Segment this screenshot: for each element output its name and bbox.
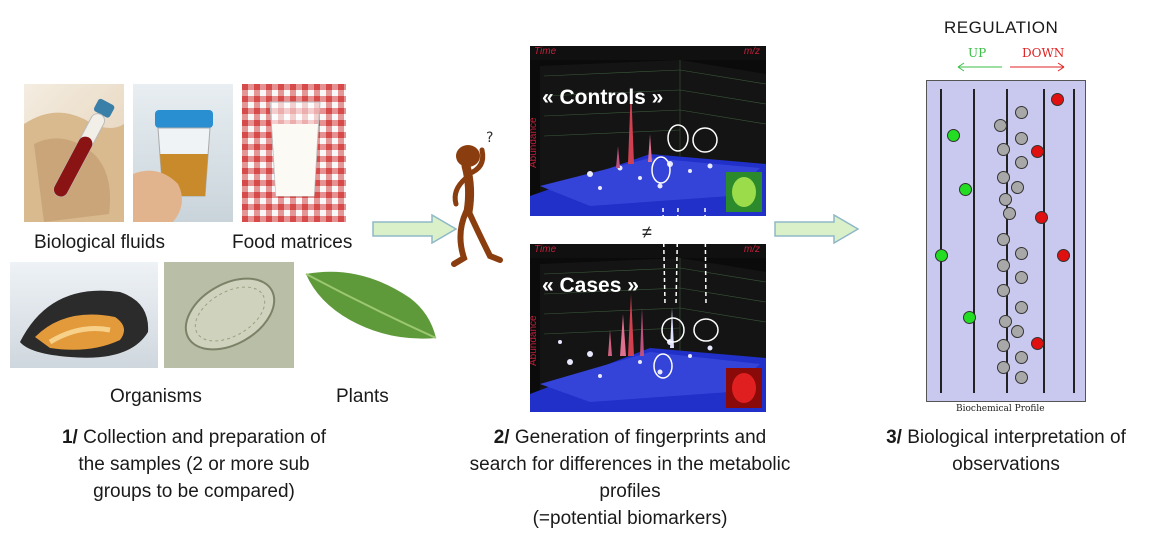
not-equal-sign: ≠ bbox=[642, 222, 652, 242]
step1-description: 1/ Collection and preparation of the sam… bbox=[24, 424, 364, 505]
biological-fluids-label: Biological fluids bbox=[34, 232, 165, 253]
up-arrow-icon bbox=[957, 62, 1002, 72]
step2-number: 2/ bbox=[493, 427, 510, 448]
neutral-metabolite-dot bbox=[1015, 301, 1028, 314]
step2-line3: profiles bbox=[599, 481, 661, 502]
step3-description: 3/ Biological interpretation of observat… bbox=[860, 424, 1152, 478]
arrow-right-icon bbox=[774, 214, 860, 244]
step2-line4: (=potential biomarkers) bbox=[532, 508, 728, 529]
mussel-photo bbox=[10, 262, 158, 368]
step1-line1: Collection and preparation of bbox=[77, 427, 327, 448]
neutral-metabolite-dot bbox=[997, 339, 1010, 352]
neutral-metabolite-dot bbox=[1015, 247, 1028, 260]
neutral-metabolite-dot bbox=[997, 233, 1010, 246]
neutral-metabolite-dot bbox=[999, 193, 1012, 206]
up-regulated-dot bbox=[963, 311, 976, 324]
neutral-metabolite-dot bbox=[997, 361, 1010, 374]
time-axis-label: Time bbox=[534, 46, 557, 57]
mz-axis-label: m/z bbox=[743, 244, 760, 255]
neutral-metabolite-dot bbox=[1015, 271, 1028, 284]
step2-line2: search for differences in the metabolic bbox=[469, 454, 791, 475]
leaf-photo bbox=[300, 268, 440, 348]
up-label: UP bbox=[968, 46, 987, 60]
step2-line1: Generation of fingerprints and bbox=[509, 427, 767, 448]
neutral-metabolite-dot bbox=[994, 119, 1007, 132]
profile-line bbox=[1043, 89, 1045, 393]
step1-line2: the samples (2 or more sub bbox=[78, 454, 310, 475]
microorganism-photo bbox=[164, 262, 294, 368]
step3-line2: observations bbox=[952, 454, 1060, 475]
controls-title: « Controls » bbox=[542, 86, 664, 109]
up-regulated-dot bbox=[959, 183, 972, 196]
neutral-metabolite-dot bbox=[1011, 325, 1024, 338]
dashed-connector-lines bbox=[662, 207, 707, 305]
biochemical-profile-panel bbox=[926, 80, 1086, 402]
profile-line bbox=[940, 89, 942, 393]
neutral-metabolite-dot bbox=[997, 143, 1010, 156]
abundance-axis-label: Abundance bbox=[530, 315, 539, 366]
biochemical-profile-label: Biochemical Profile bbox=[956, 404, 1045, 414]
regulation-title: REGULATION bbox=[944, 18, 1059, 37]
down-regulated-dot bbox=[1051, 93, 1064, 106]
step1-line3: groups to be compared) bbox=[93, 481, 295, 502]
down-regulated-dot bbox=[1057, 249, 1070, 262]
neutral-metabolite-dot bbox=[1015, 351, 1028, 364]
neutral-metabolite-dot bbox=[1015, 132, 1028, 145]
down-label: DOWN bbox=[1022, 46, 1065, 60]
urine-sample-photo bbox=[133, 84, 233, 222]
food-matrices-label: Food matrices bbox=[232, 232, 353, 253]
step3-line1: Biological interpretation of bbox=[901, 427, 1126, 448]
cases-title: « Cases » bbox=[542, 274, 639, 297]
milk-glass-photo bbox=[242, 84, 346, 222]
blood-tube-photo bbox=[24, 84, 124, 222]
svg-text:?: ? bbox=[486, 130, 493, 146]
step1-number: 1/ bbox=[61, 427, 78, 448]
neutral-metabolite-dot bbox=[997, 171, 1010, 184]
neutral-metabolite-dot bbox=[1015, 371, 1028, 384]
time-axis-label: Time bbox=[534, 244, 557, 255]
neutral-metabolite-dot bbox=[997, 284, 1010, 297]
thinking-figure-icon: ? bbox=[451, 130, 503, 267]
neutral-metabolite-dot bbox=[999, 315, 1012, 328]
up-regulated-dot bbox=[947, 129, 960, 142]
neutral-metabolite-dot bbox=[1011, 181, 1024, 194]
down-regulated-dot bbox=[1035, 211, 1048, 224]
neutral-metabolite-dot bbox=[1015, 106, 1028, 119]
plants-label: Plants bbox=[336, 386, 389, 407]
neutral-metabolite-dot bbox=[1003, 207, 1016, 220]
abundance-axis-label: Abundance bbox=[530, 117, 539, 168]
down-regulated-dot bbox=[1031, 145, 1044, 158]
neutral-metabolite-dot bbox=[1015, 156, 1028, 169]
controls-fingerprint-plot: Time m/z « Controls » Abundance bbox=[530, 46, 766, 216]
organisms-label: Organisms bbox=[110, 386, 202, 407]
mz-axis-label: m/z bbox=[743, 46, 760, 57]
cases-fingerprint-plot: Time m/z « Cases » Abundance bbox=[530, 244, 766, 412]
profile-line bbox=[973, 89, 975, 393]
up-regulated-dot bbox=[935, 249, 948, 262]
step2-description: 2/ Generation of fingerprints and search… bbox=[440, 424, 820, 532]
step3-number: 3/ bbox=[886, 427, 902, 448]
down-arrow-icon bbox=[1010, 62, 1065, 72]
profile-line bbox=[1073, 89, 1075, 393]
neutral-metabolite-dot bbox=[997, 259, 1010, 272]
arrow-right-icon bbox=[372, 214, 458, 244]
down-regulated-dot bbox=[1031, 337, 1044, 350]
